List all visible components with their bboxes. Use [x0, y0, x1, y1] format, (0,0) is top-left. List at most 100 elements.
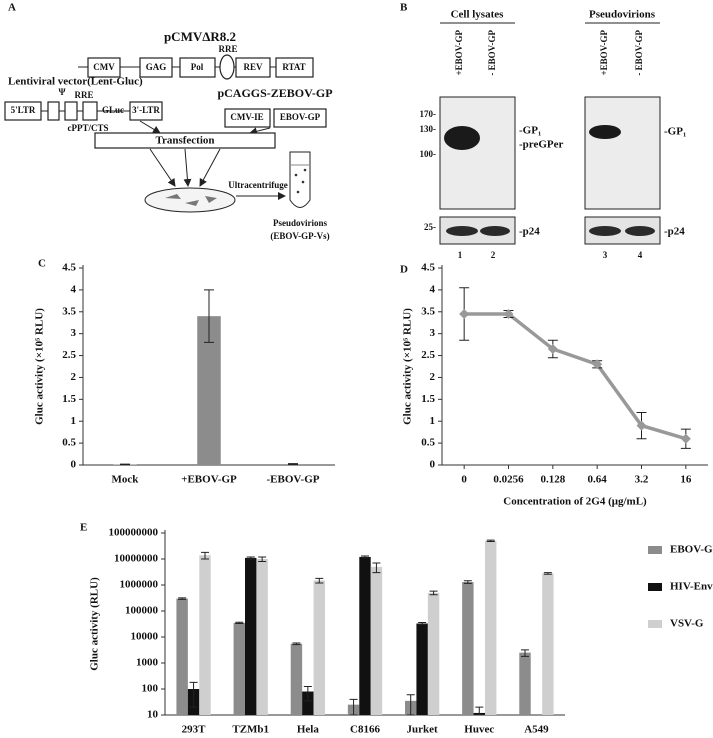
cppt-label: cPPT/CTS — [67, 123, 108, 133]
rre-label: RRE — [218, 44, 237, 54]
bar — [197, 316, 221, 465]
plasmid-name: pCMVΔR8.2 — [164, 29, 236, 44]
error-bar — [201, 551, 209, 560]
band-label: -preGPer — [519, 139, 564, 151]
envelope-part: EBOV-GP — [280, 112, 321, 122]
bar — [256, 559, 268, 715]
y-tick-label: 10000 — [131, 631, 159, 643]
y-tick-label: 2 — [71, 371, 77, 383]
panel-label: E — [80, 522, 87, 534]
gene-label: GAG — [146, 62, 167, 72]
vector-box — [47, 101, 60, 121]
vector-title: Lentiviral vector(Lent-Gluc) — [8, 76, 143, 88]
y-tick-label: 2.5 — [62, 349, 76, 361]
arrow — [199, 148, 221, 187]
gene-box — [87, 57, 121, 78]
lane-label: - EBOV-GP — [634, 30, 644, 76]
y-tick-label: 1.5 — [62, 393, 76, 405]
bar — [245, 557, 257, 715]
band — [446, 226, 478, 236]
ultracentrifuge-label: Ultracentrifuge — [228, 180, 287, 190]
y-tick-label: 2.5 — [421, 349, 435, 361]
band-label: -GP₁ — [519, 125, 541, 137]
y-tick-label: 100000 — [125, 605, 159, 617]
error-bar — [361, 555, 369, 559]
y-tick-label: 1.5 — [421, 393, 435, 405]
x-axis-label: Concentration of 2G4 (μg/mL) — [503, 496, 647, 508]
panel-label: D — [400, 264, 408, 276]
lane-label: +EBOV-GP — [599, 30, 609, 76]
step-label: Transfection — [155, 135, 214, 147]
lane-number: 1 — [458, 250, 463, 260]
error-bar — [463, 580, 472, 584]
band-label: -GP₁ — [664, 126, 686, 138]
vector-box — [82, 101, 98, 121]
bar — [313, 580, 325, 715]
gene-label: Pol — [191, 62, 204, 72]
error-bar — [429, 590, 438, 596]
bar — [302, 691, 314, 715]
legend-swatch — [648, 620, 662, 628]
error-bar — [246, 556, 255, 560]
error-bar — [418, 622, 427, 626]
blot — [439, 96, 516, 210]
vector-box — [129, 101, 163, 121]
band — [625, 226, 655, 236]
product-label: (EBOV-GP-Vs) — [270, 231, 329, 241]
lane-number: 4 — [638, 250, 643, 260]
error-bar — [315, 577, 324, 584]
error-bar — [475, 706, 484, 716]
bar — [290, 643, 303, 715]
x-tick-label: 0.64 — [588, 474, 608, 486]
bar — [176, 598, 188, 715]
bar — [199, 555, 211, 715]
bar — [427, 592, 440, 715]
band — [589, 226, 621, 236]
error-bar — [303, 685, 312, 702]
x-tick-label: 0 — [461, 474, 467, 486]
y-tick-label: 3.5 — [421, 305, 435, 317]
y-tick-label: 0 — [71, 459, 77, 471]
y-tick-label: 4 — [430, 283, 436, 295]
rre-element — [219, 54, 235, 80]
arrow — [149, 148, 176, 187]
legend-label: HIV-Env — [670, 581, 713, 593]
gene-box — [179, 57, 216, 78]
error-bar — [288, 463, 298, 466]
x-tick-label: Mock — [112, 474, 140, 486]
marker — [503, 308, 514, 319]
error-bar — [178, 597, 187, 600]
error-bar — [521, 649, 529, 657]
culture-dish — [144, 187, 236, 213]
error-bar — [120, 463, 130, 466]
legend-label: VSV-G — [670, 618, 704, 630]
y-tick-label: 1 — [71, 415, 77, 427]
envelope-box — [224, 108, 271, 128]
y-tick-label: 1000000 — [120, 579, 159, 591]
y-tick-label: 10 — [147, 709, 159, 721]
vector-part: 5'LTR — [11, 105, 36, 115]
gene-label: RTAT — [282, 62, 305, 72]
dot — [296, 190, 300, 194]
error-bar — [189, 681, 198, 708]
gene-box — [139, 57, 173, 78]
envelope-box — [273, 108, 327, 128]
y-tick-label: 0.5 — [62, 437, 76, 449]
y-tick-label: 3 — [71, 327, 77, 339]
x-tick-label: 0.128 — [540, 474, 565, 486]
error-bar — [235, 621, 244, 625]
dot — [294, 173, 298, 177]
x-tick-label: 293T — [182, 724, 207, 736]
legend-swatch — [648, 546, 662, 554]
x-tick-label: Jurket — [407, 724, 439, 736]
gene-box — [275, 57, 314, 78]
arrow — [183, 148, 192, 187]
lane-number: 2 — [491, 250, 496, 260]
y-axis-label: Gluc activity (×10⁵ RLU) — [402, 308, 414, 425]
blot — [584, 96, 661, 210]
marker — [547, 343, 558, 354]
step-box — [94, 132, 276, 149]
group-label: Pseudovirions — [589, 9, 656, 21]
x-tick-label: Huvec — [464, 724, 494, 736]
y-tick-label: 100000000 — [109, 527, 159, 539]
